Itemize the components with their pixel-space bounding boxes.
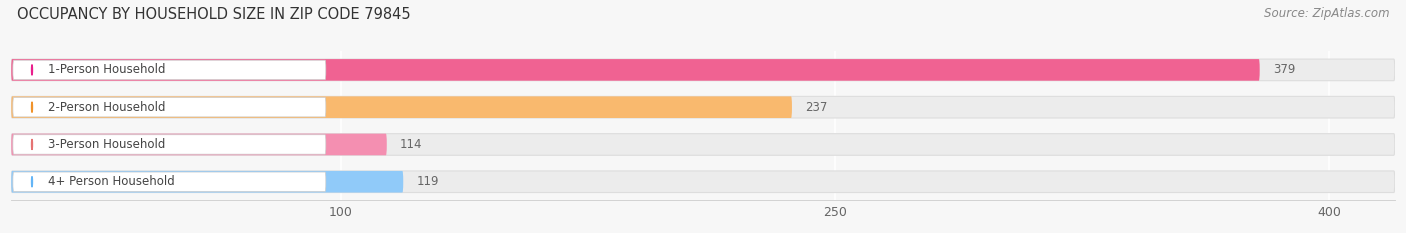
- FancyBboxPatch shape: [13, 60, 326, 80]
- FancyBboxPatch shape: [11, 96, 1395, 118]
- FancyBboxPatch shape: [13, 172, 326, 192]
- Text: 237: 237: [806, 101, 828, 114]
- Text: Source: ZipAtlas.com: Source: ZipAtlas.com: [1264, 7, 1389, 20]
- FancyBboxPatch shape: [11, 171, 404, 192]
- FancyBboxPatch shape: [13, 97, 326, 117]
- FancyBboxPatch shape: [11, 59, 1395, 81]
- FancyBboxPatch shape: [13, 135, 326, 154]
- FancyBboxPatch shape: [11, 171, 1395, 192]
- FancyBboxPatch shape: [11, 59, 1260, 81]
- FancyBboxPatch shape: [11, 134, 387, 155]
- FancyBboxPatch shape: [11, 134, 1395, 155]
- Text: 114: 114: [399, 138, 422, 151]
- Text: 1-Person Household: 1-Person Household: [48, 63, 166, 76]
- FancyBboxPatch shape: [11, 96, 792, 118]
- Text: 4+ Person Household: 4+ Person Household: [48, 175, 176, 188]
- Text: 119: 119: [416, 175, 439, 188]
- Text: 379: 379: [1272, 63, 1295, 76]
- Text: 2-Person Household: 2-Person Household: [48, 101, 166, 114]
- Text: 3-Person Household: 3-Person Household: [48, 138, 166, 151]
- Text: OCCUPANCY BY HOUSEHOLD SIZE IN ZIP CODE 79845: OCCUPANCY BY HOUSEHOLD SIZE IN ZIP CODE …: [17, 7, 411, 22]
